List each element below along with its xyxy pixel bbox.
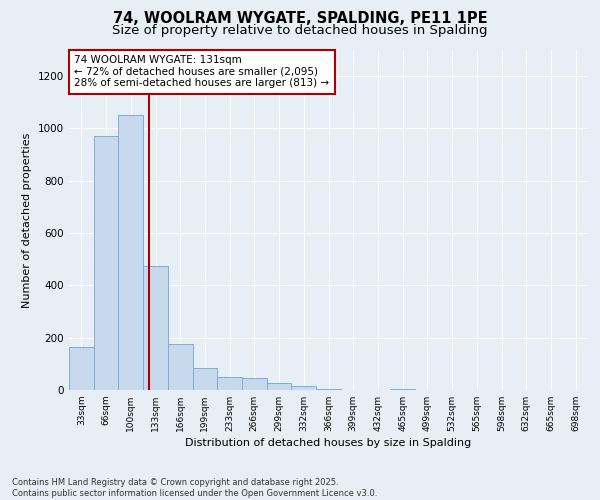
Bar — [193, 368, 217, 390]
Y-axis label: Number of detached properties: Number of detached properties — [22, 132, 32, 308]
Bar — [390, 388, 415, 390]
X-axis label: Distribution of detached houses by size in Spalding: Distribution of detached houses by size … — [185, 438, 472, 448]
Bar — [316, 388, 341, 390]
Bar — [217, 377, 242, 390]
Bar — [94, 136, 118, 390]
Bar — [118, 116, 143, 390]
Text: Size of property relative to detached houses in Spalding: Size of property relative to detached ho… — [112, 24, 488, 37]
Text: 74 WOOLRAM WYGATE: 131sqm
← 72% of detached houses are smaller (2,095)
28% of se: 74 WOOLRAM WYGATE: 131sqm ← 72% of detac… — [74, 55, 329, 88]
Bar — [69, 347, 94, 390]
Bar — [267, 384, 292, 390]
Bar — [168, 344, 193, 390]
Bar — [292, 386, 316, 390]
Bar — [143, 266, 168, 390]
Bar — [242, 378, 267, 390]
Text: Contains HM Land Registry data © Crown copyright and database right 2025.
Contai: Contains HM Land Registry data © Crown c… — [12, 478, 377, 498]
Text: 74, WOOLRAM WYGATE, SPALDING, PE11 1PE: 74, WOOLRAM WYGATE, SPALDING, PE11 1PE — [113, 11, 487, 26]
